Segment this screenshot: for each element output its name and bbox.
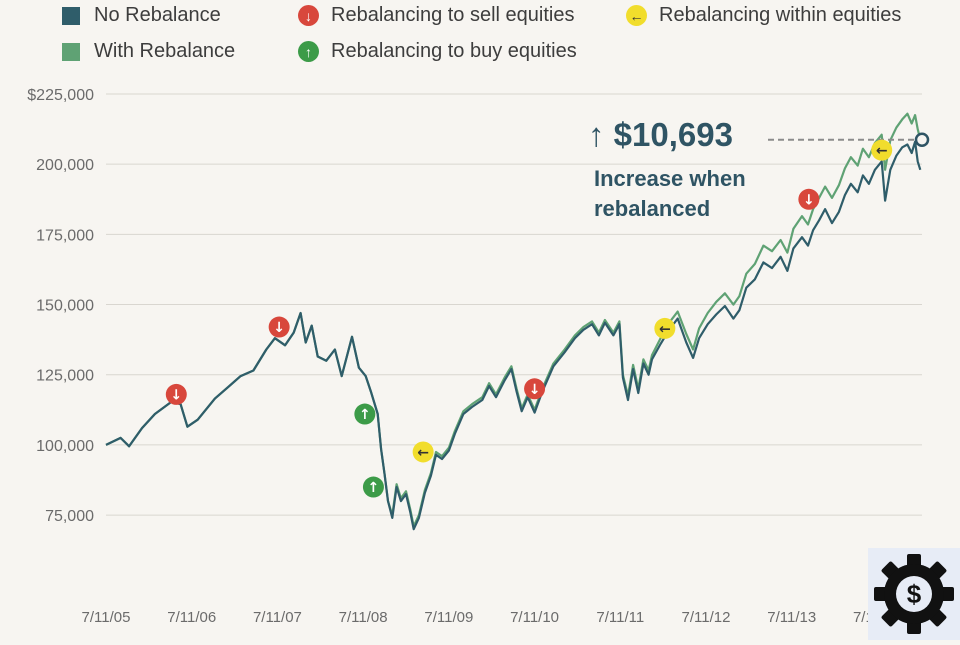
x-tick-label: 7/11/11 xyxy=(596,609,644,626)
rebalance-marker-within xyxy=(871,139,893,161)
x-tick-label: 7/11/06 xyxy=(167,609,216,626)
rebalance-marker-glyph: ↑ xyxy=(368,480,380,496)
y-tick-label: 200,000 xyxy=(36,157,94,174)
y-tick-label: 150,000 xyxy=(36,298,94,315)
arrow-left-icon: ← xyxy=(626,5,647,26)
legend-label-within: Rebalancing within equities xyxy=(659,4,902,26)
legend-swatch-no-rebalance xyxy=(62,6,80,25)
y-tick-label: 125,000 xyxy=(36,368,94,385)
rebalance-marker-sell xyxy=(524,378,546,400)
arrow-up-icon: ↑ xyxy=(588,116,605,153)
legend-with-rebalance: With Rebalance xyxy=(62,40,235,63)
x-tick-label: 7/11/08 xyxy=(339,609,388,626)
legend-label-no-rebalance: No Rebalance xyxy=(94,4,221,26)
legend-label-with-rebalance: With Rebalance xyxy=(94,40,236,62)
x-tick-label: 7/11/09 xyxy=(424,609,473,626)
rebalance-marker-glyph: ↓ xyxy=(273,320,285,336)
increase-value: $10,693 xyxy=(613,116,733,153)
svg-text:$: $ xyxy=(907,579,922,609)
legend-label-buy: Rebalancing to buy equities xyxy=(331,40,577,62)
arrow-down-icon: ↓ xyxy=(298,5,319,26)
series-line-no-rebalance xyxy=(105,140,922,531)
rebalance-marker-buy xyxy=(362,476,384,498)
legend-swatch-with-rebalance xyxy=(62,42,80,61)
y-tick-label: $225,000 xyxy=(27,87,94,104)
rebalance-marker-sell xyxy=(165,383,187,405)
rebalance-marker-glyph: ← xyxy=(659,321,671,337)
legend-buy: ↑ Rebalancing to buy equities xyxy=(298,40,577,63)
rebalance-marker-glyph: ↑ xyxy=(359,407,371,423)
rebalance-marker-glyph: ↓ xyxy=(529,382,541,398)
arrow-up-icon: ↑ xyxy=(298,41,319,62)
x-tick-label: 7/11/13 xyxy=(767,609,816,626)
rebalance-marker-glyph: ↓ xyxy=(170,387,182,403)
increase-caption: Increase when rebalanced xyxy=(594,166,746,221)
end-point-marker xyxy=(914,132,930,148)
logo: $ xyxy=(868,548,960,640)
legend-label-sell: Rebalancing to sell equities xyxy=(331,4,575,26)
y-tick-label: 75,000 xyxy=(45,508,94,525)
rebalance-marker-within xyxy=(412,441,434,463)
legend-no-rebalance: No Rebalance xyxy=(62,4,221,27)
x-tick-label: 7/11/10 xyxy=(510,609,559,626)
legend-within: ← Rebalancing within equities xyxy=(626,4,901,27)
y-tick-label: 175,000 xyxy=(36,227,94,244)
x-tick-label: 7/11/07 xyxy=(253,609,302,626)
rebalance-marker-glyph: ← xyxy=(876,143,888,159)
y-tick-label: 100,000 xyxy=(36,438,94,455)
rebalance-marker-sell xyxy=(798,188,820,210)
increase-annotation: ↑ $10,693 xyxy=(588,116,733,154)
series-line-with-rebalance xyxy=(105,112,922,528)
x-tick-label: 7/11/05 xyxy=(82,609,131,626)
x-tick-label: 7/11/12 xyxy=(682,609,731,626)
legend: No Rebalance With Rebalance ↓ Rebalancin… xyxy=(0,0,960,80)
rebalance-marker-sell xyxy=(268,316,290,338)
rebalance-marker-glyph: ↓ xyxy=(803,192,815,208)
rebalance-marker-glyph: ← xyxy=(417,445,429,461)
gear-dollar-icon: $ xyxy=(874,554,954,634)
rebalance-marker-buy xyxy=(354,403,376,425)
legend-sell: ↓ Rebalancing to sell equities xyxy=(298,4,575,27)
rebalance-marker-within xyxy=(654,317,676,339)
